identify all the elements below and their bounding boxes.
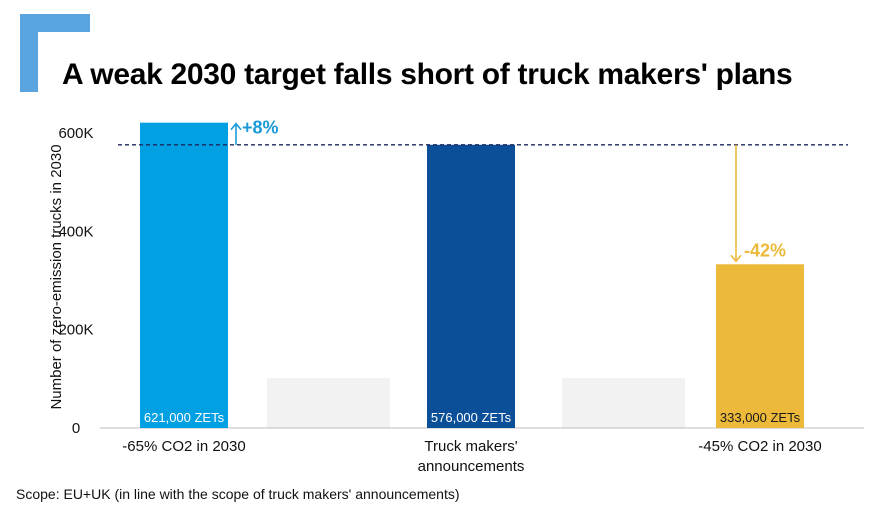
logo-shape [20,14,90,92]
x-tick-label: -45% CO2 in 2030 [698,438,821,455]
placeholder-bar [562,378,685,428]
bar [427,144,515,429]
x-tick-label: announcements [418,458,525,475]
scope-footnote: Scope: EU+UK (in line with the scope of … [16,486,460,502]
y-tick-label: 400K [58,223,93,240]
logo-icon [20,14,90,92]
annotation-label: +8% [242,118,279,138]
placeholder-bar [267,378,390,428]
chart-title: A weak 2030 target falls short of truck … [62,58,793,91]
bar-chart: 621,000 ZETs 576,000 ZETs 333,000 ZETs 0 200… [48,118,864,475]
annotation-arrowhead [730,254,742,263]
bar [716,264,804,428]
bar [140,122,228,429]
y-tick-label: 200K [58,322,93,339]
bar-value-label: 576,000 ZETs [431,410,512,425]
bar-value-label: 333,000 ZETs [720,410,801,425]
x-tick-label: Truck makers' [424,438,517,455]
annotation-arrowhead [230,122,242,131]
y-tick-label: 0 [72,420,80,437]
y-tick-label: 600K [58,125,93,142]
annotation-label: -42% [744,240,786,260]
y-axis-title: Number of zero-emission trucks in 2030 [48,144,65,409]
bar-value-label: 621,000 ZETs [144,410,225,425]
x-tick-label: -65% CO2 in 2030 [122,438,245,455]
